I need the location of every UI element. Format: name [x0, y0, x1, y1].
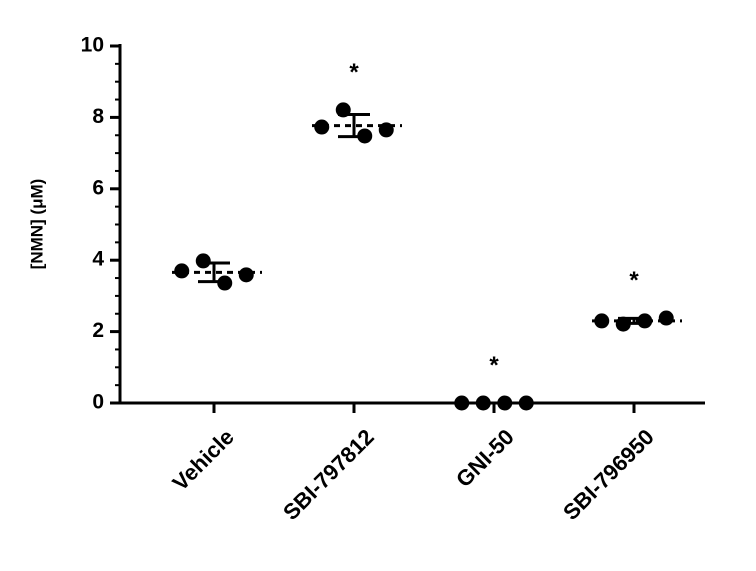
- data-point: [497, 395, 513, 411]
- x-tick-label: SBI-797812: [278, 424, 379, 525]
- y-tick-label: 6: [92, 176, 104, 199]
- y-tick-label: 0: [92, 391, 104, 414]
- data-point: [335, 102, 351, 118]
- data-point: [357, 128, 373, 144]
- data-point: [615, 316, 631, 332]
- data-point: [314, 119, 330, 135]
- x-tick-label: SBI-796950: [558, 424, 659, 525]
- y-tick-label: 2: [92, 319, 104, 342]
- data-point: [217, 275, 233, 291]
- data-point: [195, 253, 211, 269]
- data-point: [518, 395, 534, 411]
- data-point: [637, 313, 653, 329]
- y-axis-label: [NMN] (μM): [27, 179, 46, 270]
- significance-mark: *: [349, 59, 359, 86]
- data-point: [658, 310, 674, 326]
- x-tick-label: Vehicle: [168, 424, 239, 495]
- data-point: [378, 122, 394, 138]
- x-tick-label: GNI-50: [451, 424, 519, 492]
- data-point: [594, 313, 610, 329]
- y-tick-label: 10: [81, 34, 104, 57]
- data-point: [475, 395, 491, 411]
- data-point: [174, 263, 190, 279]
- significance-mark: *: [629, 267, 639, 294]
- significance-mark: *: [489, 352, 499, 379]
- y-tick-label: 4: [92, 248, 104, 271]
- y-tick-label: 8: [92, 105, 104, 128]
- data-point: [454, 395, 470, 411]
- data-point: [238, 267, 254, 283]
